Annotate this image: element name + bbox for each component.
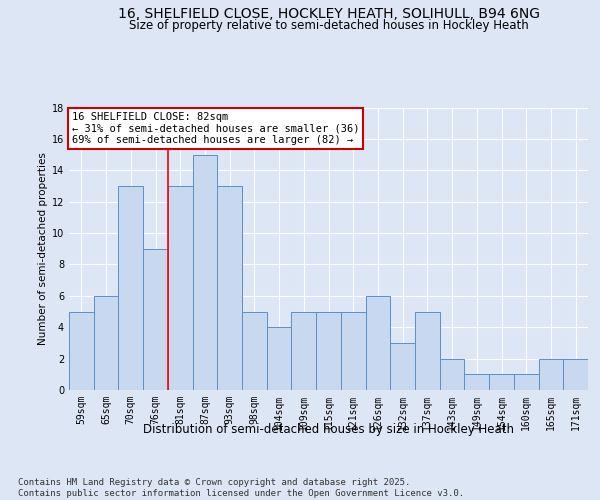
Bar (267, 327, 292, 390)
Text: Distribution of semi-detached houses by size in Hockley Heath: Distribution of semi-detached houses by … (143, 422, 514, 436)
Bar (365, 296, 390, 390)
Bar (217, 186, 242, 390)
Bar (292, 312, 316, 390)
Bar (143, 249, 168, 390)
Bar (390, 343, 415, 390)
Bar (563, 358, 588, 390)
Text: 16 SHELFIELD CLOSE: 82sqm
← 31% of semi-detached houses are smaller (36)
69% of : 16 SHELFIELD CLOSE: 82sqm ← 31% of semi-… (71, 112, 359, 145)
Text: Contains HM Land Registry data © Crown copyright and database right 2025.
Contai: Contains HM Land Registry data © Crown c… (18, 478, 464, 498)
Text: 16, SHELFIELD CLOSE, HOCKLEY HEATH, SOLIHULL, B94 6NG: 16, SHELFIELD CLOSE, HOCKLEY HEATH, SOLI… (118, 8, 540, 22)
Bar (94, 296, 118, 390)
Bar (415, 312, 440, 390)
Bar (168, 186, 193, 390)
Bar (242, 312, 267, 390)
Bar (464, 374, 489, 390)
Bar (489, 374, 514, 390)
Bar (539, 358, 563, 390)
Bar (118, 186, 143, 390)
Bar (193, 154, 217, 390)
Text: Size of property relative to semi-detached houses in Hockley Heath: Size of property relative to semi-detach… (129, 19, 529, 32)
Bar (341, 312, 365, 390)
Bar (440, 358, 464, 390)
Bar (69, 312, 94, 390)
Bar (514, 374, 539, 390)
Bar (316, 312, 341, 390)
Y-axis label: Number of semi-detached properties: Number of semi-detached properties (38, 152, 47, 345)
